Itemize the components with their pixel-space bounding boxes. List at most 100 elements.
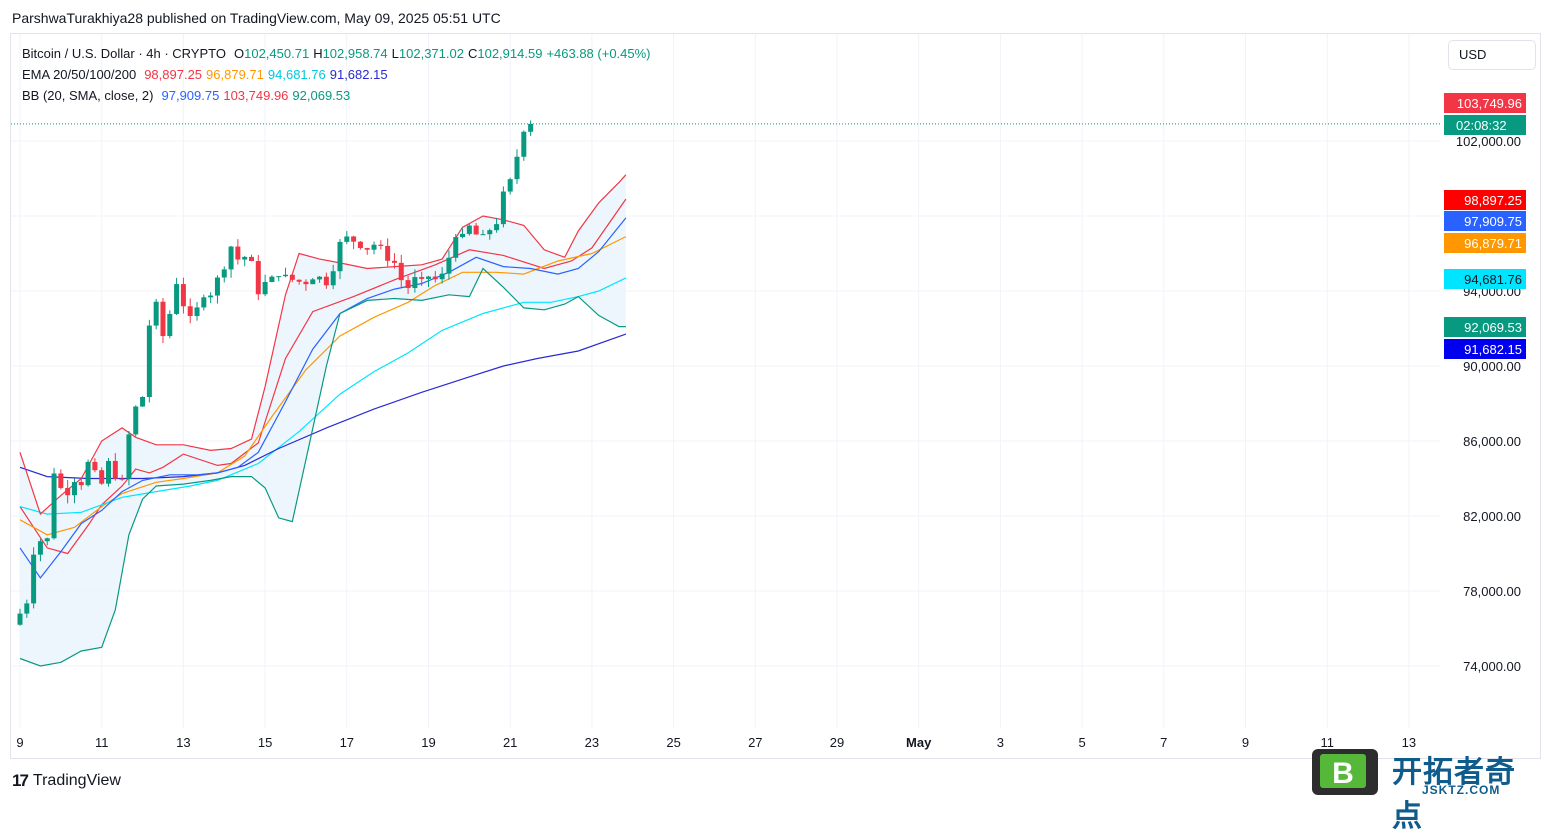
candle-body <box>473 225 479 235</box>
candle-body <box>317 276 323 280</box>
candle-body <box>419 277 425 279</box>
y-tick-label: 102,000.00 <box>1456 134 1521 149</box>
y-tick-label: 90,000.00 <box>1463 359 1521 374</box>
price-tag-label: 97,909.75 <box>1464 214 1522 229</box>
price-tag: 96,879.71 <box>1444 233 1526 253</box>
price-tag-box <box>1444 339 1526 359</box>
x-tick-label: 15 <box>258 735 272 750</box>
candle-body <box>146 325 152 398</box>
x-tick-label: 23 <box>585 735 599 750</box>
y-tick-label: 82,000.00 <box>1463 509 1521 524</box>
y-tick-label: 74,000.00 <box>1463 659 1521 674</box>
candle-body <box>92 461 98 471</box>
candle-body <box>235 246 241 260</box>
candle-body <box>385 245 391 261</box>
x-tick-label: 5 <box>1078 735 1085 750</box>
candle-body <box>174 284 180 314</box>
candle-body <box>480 234 486 236</box>
low-value: 102,371.02 <box>398 46 464 61</box>
candle-body <box>398 262 404 281</box>
candle-body <box>514 156 520 180</box>
candle-body <box>296 279 302 282</box>
close-value: 102,914.59 <box>477 46 543 61</box>
candle-body <box>487 230 493 235</box>
price-tag: 94,681.76 <box>1444 269 1526 289</box>
price-tag-box <box>1444 233 1526 253</box>
candle-body <box>248 256 254 262</box>
candle-body <box>85 461 91 486</box>
candles <box>17 120 534 626</box>
candle-body <box>507 179 513 192</box>
candle-body <box>289 274 295 280</box>
price-tag: 103,749.96 <box>1444 93 1526 113</box>
candle-body <box>344 236 350 242</box>
watermark: B 开拓者奇点 JSKTZ.COM <box>1310 745 1546 833</box>
symbol-title: Bitcoin / U.S. Dollar · 4h · CRYPTO <box>22 46 226 61</box>
candle-body <box>310 279 316 285</box>
x-tick-label: 25 <box>666 735 680 750</box>
chart-frame <box>10 33 1541 759</box>
candle-body <box>371 244 377 250</box>
candle-body <box>412 277 418 289</box>
ema200-value: 91,682.15 <box>329 67 388 82</box>
candle-body <box>528 123 534 132</box>
price-tag-label: 98,897.25 <box>1464 193 1522 208</box>
candle-body <box>521 131 527 157</box>
publisher-header: ParshwaTurakhiya28 published on TradingV… <box>12 10 501 26</box>
candle-body <box>228 246 234 270</box>
candle-body <box>78 482 84 486</box>
candle-body <box>323 276 329 286</box>
price-tag: 97,909.75 <box>1444 211 1526 231</box>
candle-body <box>494 224 500 231</box>
x-tick-label: 19 <box>421 735 435 750</box>
candle-body <box>303 281 309 285</box>
candle-body <box>180 284 186 307</box>
candle-body <box>330 271 336 286</box>
price-tag-label: 02:08:32 <box>1456 118 1507 133</box>
line-bb-basis <box>19 217 627 579</box>
change-value: +463.88 (+0.45%) <box>546 46 651 61</box>
candle-body <box>500 191 506 225</box>
candle-body <box>65 487 71 496</box>
x-tick-label: 17 <box>340 735 354 750</box>
candle-body <box>167 313 173 337</box>
candle-body <box>17 613 23 625</box>
ema-legend: EMA 20/50/100/200 98,897.25 96,879.71 94,68… <box>22 64 392 85</box>
x-tick-label: 11 <box>95 735 109 750</box>
tradingview-logo[interactable]: 17 TradingView <box>12 771 121 791</box>
candle-body <box>187 306 193 316</box>
y-tick-label: 78,000.00 <box>1463 584 1521 599</box>
candle-body <box>153 301 159 326</box>
x-tick-label: 13 <box>1402 735 1416 750</box>
low-label: L <box>391 46 399 61</box>
grid-lines <box>11 34 1440 728</box>
candle-body <box>106 460 112 484</box>
high-value: 102,958.74 <box>322 46 388 61</box>
close-label: C <box>467 46 478 61</box>
line-ema-100 <box>19 277 627 515</box>
candle-body <box>201 297 207 308</box>
candle-body <box>466 225 472 234</box>
candle-body <box>99 470 105 484</box>
candle-body <box>112 460 118 479</box>
price-tag: 98,897.25 <box>1444 190 1526 210</box>
x-axis-ticks: 9 11 13 15 17 19 21 23 25 27 29 May 3 5 7 9 11 13 <box>16 735 1416 750</box>
price-chart[interactable]: 102,000.00 90,000.00 86,000.00 82,000.00 78,… <box>0 0 1553 803</box>
candle-body <box>446 257 452 274</box>
line-bb-lower <box>19 267 626 667</box>
bb-lower-value: 92,069.53 <box>292 88 351 103</box>
watermark-logo-icon: B <box>1312 749 1378 795</box>
candle-body <box>460 233 466 238</box>
x-tick-label: 9 <box>1242 735 1249 750</box>
x-tick-label: May <box>906 735 932 750</box>
currency-button[interactable]: USD <box>1448 40 1536 70</box>
price-tag-box <box>1444 317 1526 337</box>
symbol-legend: Bitcoin / U.S. Dollar · 4h · CRYPTO O 102,… <box>22 43 655 64</box>
candle-body <box>31 554 37 604</box>
candle-body <box>276 276 282 278</box>
watermark-logo-letter: B <box>1332 757 1354 790</box>
price-tag-box <box>1444 115 1526 135</box>
candle-body <box>242 256 248 260</box>
open-label: O <box>233 46 245 61</box>
price-tag-label: 103,749.96 <box>1457 96 1522 111</box>
